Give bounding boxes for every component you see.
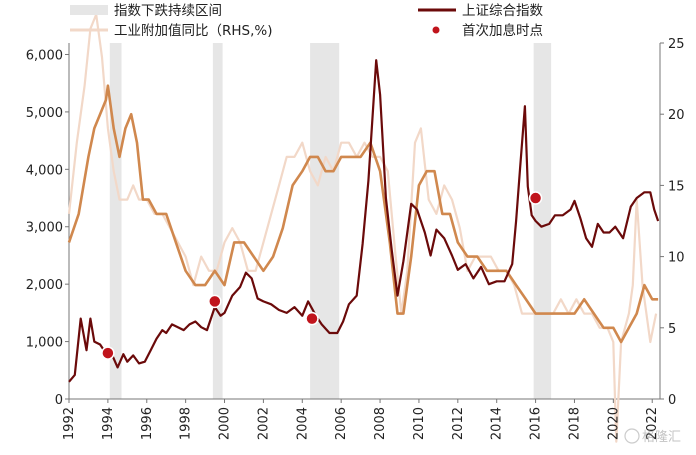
y-left-tick-label: 3,000 (26, 221, 63, 236)
legend-label-index: 上证综合指数 (462, 3, 543, 19)
series-layer (67, 13, 660, 443)
ticks-layer: 01,0002,0003,0004,0005,0006,000051015202… (26, 37, 685, 440)
x-tick-label: 2008 (373, 407, 388, 440)
x-tick-label: 1994 (101, 407, 116, 440)
x-tick-label: 2018 (567, 407, 582, 440)
x-tick-label: 2010 (412, 407, 427, 440)
x-tick-label: 2006 (334, 407, 349, 440)
y-right-tick-label: 20 (668, 108, 685, 123)
legend-label-industrial: 工业附加值同比（RHS,%) (114, 23, 273, 39)
legend: 指数下跌持续区间 上证综合指数 工业附加值同比（RHS,%) 首次加息时点 (70, 3, 543, 39)
rate-hike-point-0 (101, 346, 115, 360)
y-left-tick-label: 4,000 (26, 163, 63, 178)
series-line-1 (67, 13, 658, 443)
downtrend-band-0 (109, 43, 122, 399)
x-tick-label: 2012 (451, 407, 466, 440)
y-right-tick-label: 10 (668, 251, 685, 266)
downtrend-band-1 (212, 43, 223, 399)
y-left-tick-label: 1,000 (26, 336, 63, 351)
x-tick-label: 2016 (529, 407, 544, 440)
axes-layer (68, 43, 661, 400)
x-tick-label: 2022 (645, 407, 660, 440)
rate-hike-point-3 (528, 191, 543, 205)
y-right-tick-label: 15 (668, 179, 685, 194)
y-right-tick-label: 25 (668, 37, 685, 52)
y-left-tick-label: 2,000 (26, 278, 63, 293)
legend-label-band: 指数下跌持续区间 (114, 3, 222, 19)
x-tick-label: 1992 (62, 407, 77, 440)
y-left-tick-label: 0 (55, 393, 63, 408)
watermark-logo-icon (624, 428, 640, 444)
x-tick-label: 1998 (179, 407, 194, 440)
downtrend-shading-layer (109, 43, 552, 399)
y-right-tick-label: 5 (668, 322, 676, 337)
x-tick-label: 2002 (256, 407, 271, 440)
y-left-tick-label: 5,000 (26, 106, 63, 121)
x-tick-label: 2004 (295, 407, 310, 440)
rate-hike-point-1 (208, 294, 222, 309)
x-tick-label: 1996 (140, 407, 155, 440)
rate-hike-points-layer (101, 191, 543, 360)
watermark-text: 格隆汇 (642, 429, 681, 445)
x-tick-label: 2000 (218, 407, 233, 440)
series-line-2 (67, 84, 659, 344)
legend-label-hike: 首次加息时点 (462, 22, 543, 39)
legend-swatch-band (70, 5, 108, 15)
downtrend-band-2 (310, 43, 340, 399)
series-line-0 (68, 59, 660, 383)
watermark: 格隆汇 (624, 428, 681, 445)
legend-swatch-hike (432, 26, 440, 34)
y-right-tick-label: 0 (668, 393, 676, 408)
y-left-tick-label: 6,000 (26, 48, 63, 63)
x-tick-label: 2014 (490, 407, 505, 440)
x-tick-label: 2020 (606, 407, 621, 440)
rate-hike-point-2 (305, 311, 319, 326)
downtrend-band-3 (533, 43, 552, 399)
